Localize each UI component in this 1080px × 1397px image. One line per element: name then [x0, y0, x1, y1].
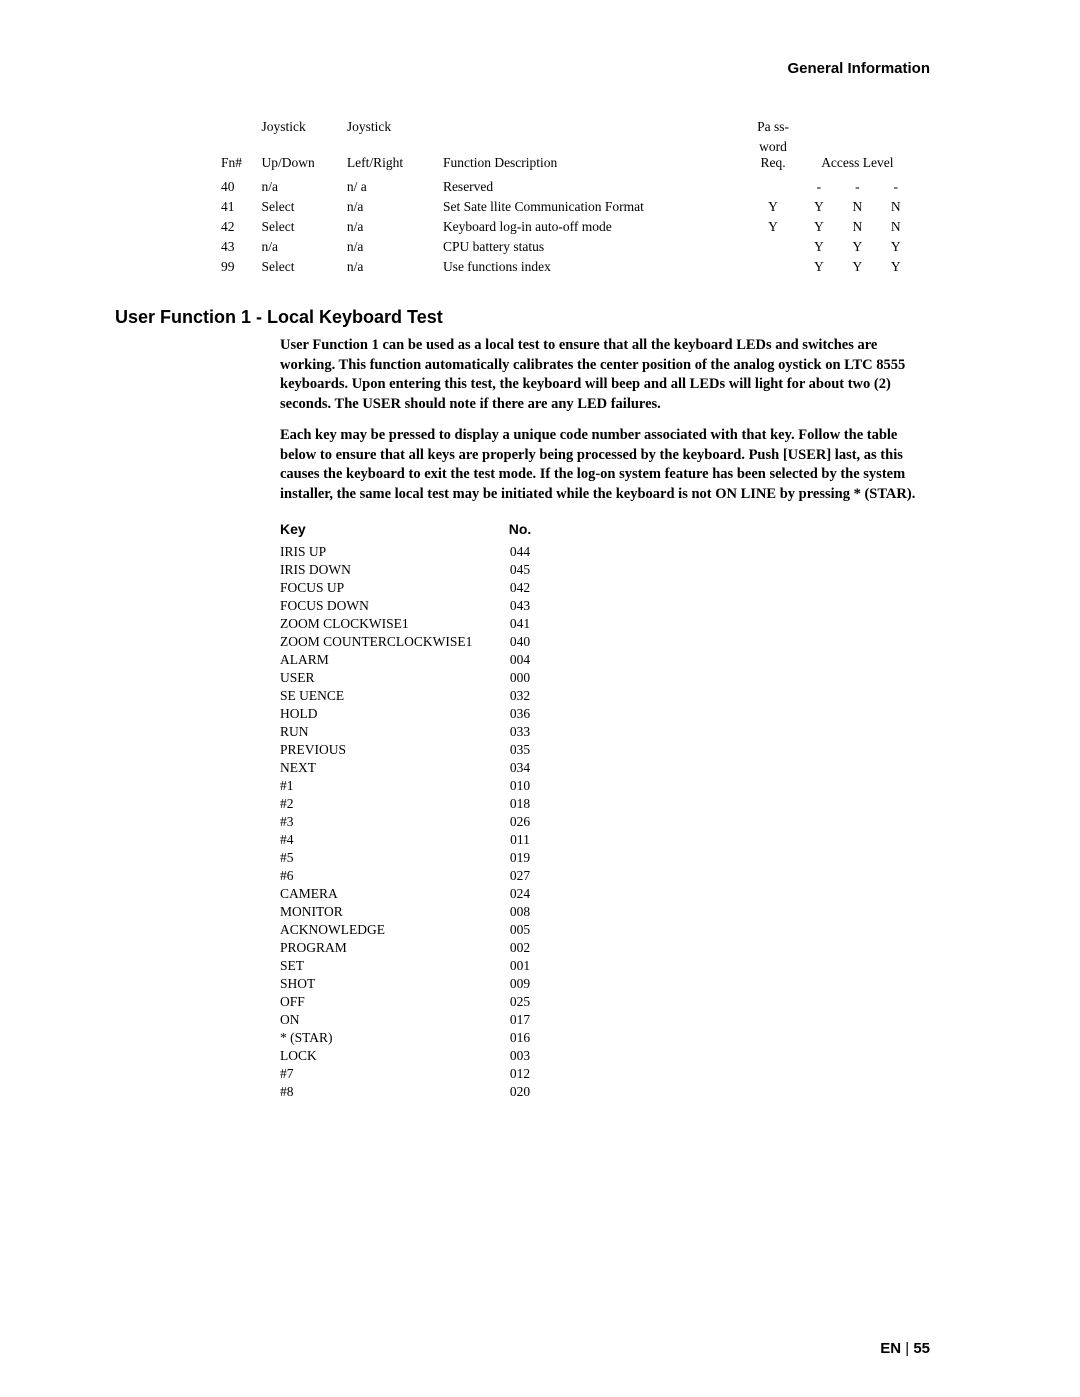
key-table-row: #3026	[280, 813, 550, 831]
section-para-1: User Function 1 can be used as a local t…	[280, 336, 920, 414]
key-table-row: #8020	[280, 1083, 550, 1101]
section-heading: User Function 1 - Local Keyboard Test	[115, 307, 930, 328]
key-table-row: PREVIOUS035	[280, 741, 550, 759]
key-table-row: ON017	[280, 1011, 550, 1029]
page-header-section: General Information	[150, 60, 930, 77]
key-table-row: OFF025	[280, 993, 550, 1011]
section-para-2: Each key may be pressed to display a uni…	[280, 426, 920, 504]
key-table-row: #1010	[280, 777, 550, 795]
footer-sep: |	[901, 1340, 913, 1357]
key-table-row: SET001	[280, 957, 550, 975]
key-table-row: ZOOM CLOCKWISE1041	[280, 615, 550, 633]
key-table-row: #5019	[280, 849, 550, 867]
key-table-row: #2018	[280, 795, 550, 813]
key-table-row: ZOOM COUNTERCLOCKWISE1040	[280, 633, 550, 651]
col-key: Key	[280, 517, 490, 543]
col-no: No.	[490, 517, 550, 543]
col-password: Pa ss-	[746, 117, 799, 137]
key-table-row: ALARM004	[280, 651, 550, 669]
fn-table-row: 41Selectn/aSet Sate llite Communication …	[215, 197, 915, 217]
col-joystick-leftright: Joystick	[341, 117, 437, 137]
key-table-row: FOCUS UP042	[280, 579, 550, 597]
key-table-row: MONITOR008	[280, 903, 550, 921]
fn-table-row: 42Selectn/aKeyboard log-in auto-off mode…	[215, 217, 915, 237]
key-table-row: SHOT009	[280, 975, 550, 993]
col-joystick-updown: Joystick	[256, 117, 341, 137]
key-table-row: ACKNOWLEDGE005	[280, 921, 550, 939]
col-fn: Fn#	[215, 137, 256, 177]
col-function-desc: Function Description	[437, 137, 746, 177]
fn-table-row: 99Selectn/aUse functions indexYYY	[215, 257, 915, 277]
key-table-row: FOCUS DOWN043	[280, 597, 550, 615]
fn-table-row: 43n/an/aCPU battery statusYYY	[215, 237, 915, 257]
key-table-row: PROGRAM002	[280, 939, 550, 957]
key-table-row: SE UENCE032	[280, 687, 550, 705]
key-table-row: LOCK003	[280, 1047, 550, 1065]
footer-page: 55	[913, 1340, 930, 1357]
page-footer: EN | 55	[880, 1340, 930, 1357]
key-table-row: IRIS DOWN045	[280, 561, 550, 579]
key-table-row: USER000	[280, 669, 550, 687]
key-table-row: #6027	[280, 867, 550, 885]
key-table-row: IRIS UP044	[280, 543, 550, 561]
key-table-row: HOLD036	[280, 705, 550, 723]
function-table: Joystick Joystick Pa ss- Fn# Up/Down Lef…	[215, 117, 915, 277]
footer-lang: EN	[880, 1340, 901, 1357]
key-table-row: RUN033	[280, 723, 550, 741]
col-access-level: Access Level	[800, 137, 915, 177]
key-table-row: * (STAR)016	[280, 1029, 550, 1047]
fn-table-row: 40n/an/ aReserved---	[215, 177, 915, 197]
key-code-table: Key No. IRIS UP044IRIS DOWN045FOCUS UP04…	[280, 517, 550, 1101]
key-table-row: #4011	[280, 831, 550, 849]
key-table-row: CAMERA024	[280, 885, 550, 903]
key-table-row: NEXT034	[280, 759, 550, 777]
key-table-row: #7012	[280, 1065, 550, 1083]
